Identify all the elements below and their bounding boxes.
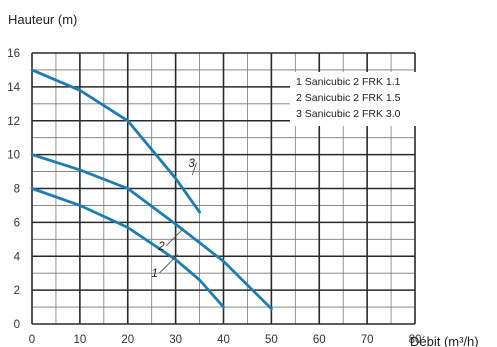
legend-entry: 1 Sanicubic 2 FRK 1.1 [296, 76, 401, 88]
x-tick-label: 30 [169, 334, 182, 346]
y-axis-title: Hauteur (m) [8, 12, 77, 27]
x-tick-label: 80 [409, 334, 422, 346]
series-1-line [30, 187, 225, 309]
legend-box [290, 72, 423, 126]
curve-2-label: 2 [157, 241, 165, 253]
series-group [30, 68, 273, 311]
y-tick-label: 0 [14, 319, 20, 331]
curve-2-leader [165, 228, 184, 247]
y-tick-label: 4 [14, 251, 21, 263]
y-tick-label: 10 [7, 150, 20, 162]
legend-entry: 2 Sanicubic 2 FRK 1.5 [296, 92, 401, 104]
y-tick-label: 12 [7, 116, 20, 128]
series-2-line [30, 153, 273, 311]
y-tick-label: 8 [14, 184, 20, 196]
curve-3-label: 3 [188, 158, 195, 170]
x-tick-label: 60 [313, 334, 326, 346]
y-tick-label: 2 [14, 285, 20, 297]
y-tick-label: 14 [7, 82, 20, 94]
series-3-line [30, 68, 201, 214]
x-tick-label: 10 [73, 334, 86, 346]
y-tick-label: 6 [14, 217, 20, 229]
x-tick-label: 70 [361, 334, 374, 346]
curve-3-leader [191, 162, 197, 176]
x-tick-label: 50 [265, 334, 278, 346]
legend-entry: 3 Sanicubic 2 FRK 3.0 [296, 108, 401, 120]
curve-1-leader [159, 254, 179, 274]
curve-1-label: 1 [152, 268, 158, 280]
x-tick-label: 20 [121, 334, 134, 346]
legend: 1 Sanicubic 2 FRK 1.1 2 Sanicubic 2 FRK 1… [290, 72, 423, 126]
curve-labels: 1 2 3 [152, 158, 197, 280]
x-tick-label: 40 [217, 334, 230, 346]
x-tick-label: 0 [29, 334, 35, 346]
y-tick-label: 16 [7, 48, 20, 60]
x-axis-title: Débit (m³/h) [410, 334, 479, 347]
